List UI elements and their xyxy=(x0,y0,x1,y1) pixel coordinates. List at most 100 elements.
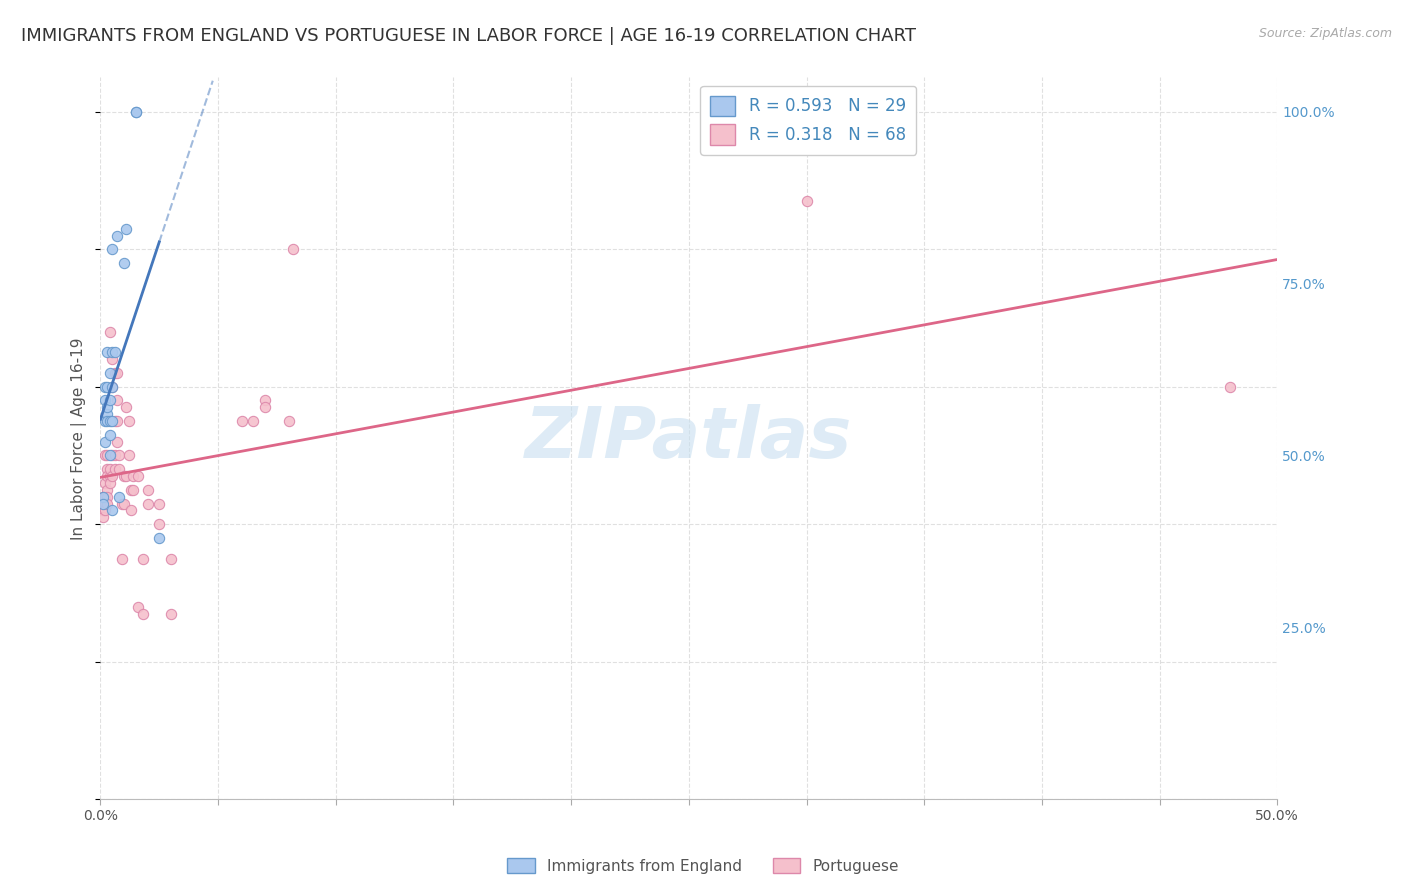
Point xyxy=(91,490,114,504)
Point xyxy=(96,414,118,428)
Point xyxy=(91,497,114,511)
Point xyxy=(108,449,131,463)
Point xyxy=(94,434,117,449)
Point xyxy=(96,401,118,415)
Point xyxy=(94,490,117,504)
Point xyxy=(91,497,114,511)
Point xyxy=(94,380,117,394)
Point xyxy=(120,483,142,497)
Point xyxy=(115,469,138,483)
Point xyxy=(231,414,253,428)
Point xyxy=(105,414,128,428)
Point xyxy=(101,242,124,256)
Point xyxy=(118,449,141,463)
Point xyxy=(98,449,121,463)
Point xyxy=(96,449,118,463)
Y-axis label: In Labor Force | Age 16-19: In Labor Force | Age 16-19 xyxy=(72,337,87,540)
Point xyxy=(127,469,149,483)
Point xyxy=(94,393,117,408)
Point xyxy=(115,401,138,415)
Point xyxy=(103,414,125,428)
Point xyxy=(112,256,135,270)
Point xyxy=(91,497,114,511)
Point xyxy=(91,510,114,524)
Point xyxy=(103,449,125,463)
Point xyxy=(101,414,124,428)
Point xyxy=(96,483,118,497)
Point xyxy=(96,469,118,483)
Text: ZIPatlas: ZIPatlas xyxy=(526,404,852,473)
Point xyxy=(98,462,121,476)
Point xyxy=(98,475,121,490)
Point xyxy=(125,104,148,119)
Legend: Immigrants from England, Portuguese: Immigrants from England, Portuguese xyxy=(501,852,905,880)
Point xyxy=(796,194,818,209)
Point xyxy=(110,497,132,511)
Point xyxy=(122,469,145,483)
Point xyxy=(160,551,183,566)
Point xyxy=(91,490,114,504)
Point xyxy=(98,469,121,483)
Point xyxy=(94,449,117,463)
Point xyxy=(94,503,117,517)
Point xyxy=(96,462,118,476)
Point xyxy=(136,497,159,511)
Point xyxy=(283,242,305,256)
Point xyxy=(105,434,128,449)
Point xyxy=(105,393,128,408)
Text: IMMIGRANTS FROM ENGLAND VS PORTUGUESE IN LABOR FORCE | AGE 16-19 CORRELATION CHA: IMMIGRANTS FROM ENGLAND VS PORTUGUESE IN… xyxy=(21,27,917,45)
Point xyxy=(96,345,118,359)
Point xyxy=(115,221,138,235)
Point xyxy=(98,393,121,408)
Point xyxy=(1219,380,1241,394)
Point xyxy=(96,380,118,394)
Point xyxy=(242,414,264,428)
Point xyxy=(160,607,183,621)
Point xyxy=(96,407,118,421)
Point xyxy=(101,352,124,367)
Point xyxy=(108,462,131,476)
Point xyxy=(94,475,117,490)
Point xyxy=(132,607,155,621)
Point xyxy=(91,503,114,517)
Point xyxy=(112,469,135,483)
Point xyxy=(118,414,141,428)
Point xyxy=(101,469,124,483)
Point xyxy=(125,104,148,119)
Point xyxy=(91,497,114,511)
Point xyxy=(91,490,114,504)
Point xyxy=(103,366,125,380)
Point xyxy=(277,414,299,428)
Point xyxy=(96,497,118,511)
Point xyxy=(94,497,117,511)
Legend: R = 0.593   N = 29, R = 0.318   N = 68: R = 0.593 N = 29, R = 0.318 N = 68 xyxy=(700,86,915,155)
Point xyxy=(148,517,170,532)
Point xyxy=(120,503,142,517)
Text: Source: ZipAtlas.com: Source: ZipAtlas.com xyxy=(1258,27,1392,40)
Point xyxy=(94,414,117,428)
Point xyxy=(132,551,155,566)
Point xyxy=(101,503,124,517)
Point xyxy=(101,345,124,359)
Point xyxy=(148,497,170,511)
Point xyxy=(110,551,132,566)
Point xyxy=(91,503,114,517)
Point xyxy=(103,345,125,359)
Point xyxy=(101,449,124,463)
Point xyxy=(103,462,125,476)
Point xyxy=(105,366,128,380)
Point xyxy=(98,325,121,339)
Point xyxy=(94,490,117,504)
Point xyxy=(112,497,135,511)
Point xyxy=(148,531,170,545)
Point xyxy=(105,228,128,243)
Point xyxy=(98,366,121,380)
Point xyxy=(122,483,145,497)
Point xyxy=(108,490,131,504)
Point xyxy=(98,427,121,442)
Point xyxy=(127,599,149,614)
Point xyxy=(96,490,118,504)
Point xyxy=(136,483,159,497)
Point xyxy=(254,401,277,415)
Point xyxy=(101,380,124,394)
